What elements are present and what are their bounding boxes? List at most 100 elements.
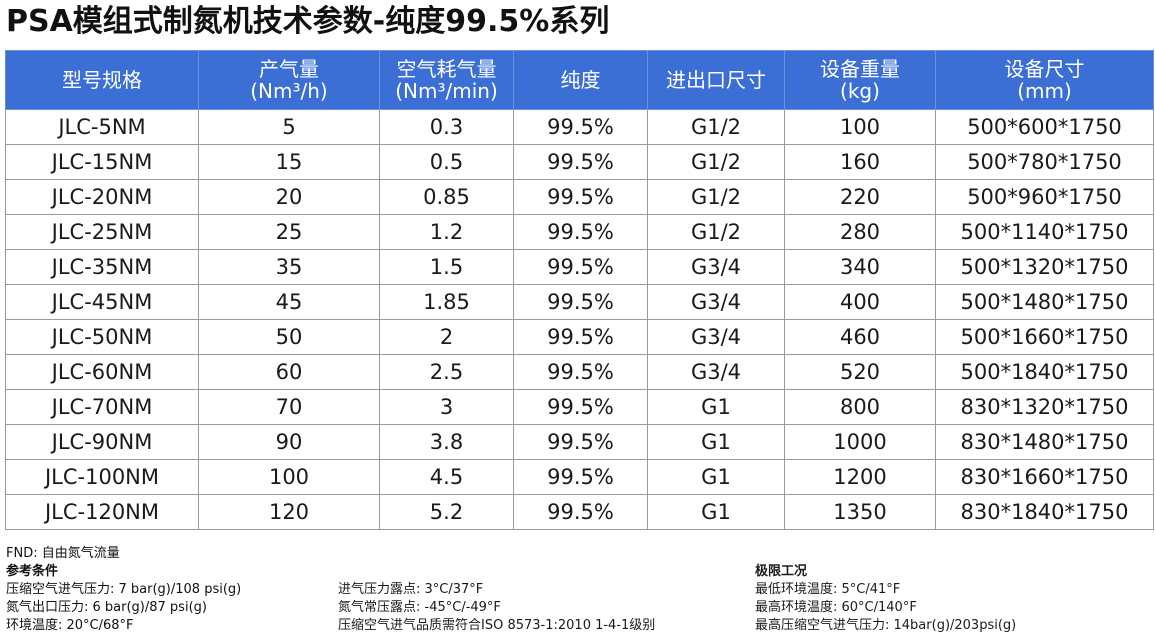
table-cell: 500*1480*1750 [935,284,1154,320]
reference-item: 压缩空气进气压力: 7 bar(g)/108 psi(g) [6,582,242,597]
table-cell: 60 [198,354,380,390]
table-cell: G3/4 [647,354,785,390]
table-row: JLC-70NM 70 3 99.5% G1 800 830*1320*1750 [5,389,1154,425]
table-cell: 99.5% [513,424,648,460]
table-cell: 99.5% [513,319,648,355]
spec-table: 型号规格 产气量 (Nm³/h) 空气耗气量 (Nm³/min) 纯度 进出口尺寸 设备重量(… [5,50,1154,530]
column-header-unit: (Nm³/min) [395,79,498,103]
table-cell: 460 [784,319,936,355]
table-cell: 4.5 [379,459,514,495]
table-cell: 99.5% [513,389,648,425]
table-row: JLC-45NM 45 1.85 99.5% G3/4 400 500*1480*1750 [5,284,1154,320]
column-header-label: 纯度 [560,68,601,92]
limit-item: 最高环境温度: 60°C/140°F [755,600,917,615]
limit-conditions: 极限工况 最低环境温度: 5°C/41°F 最高环境温度: 60°C/140°F… [755,563,1016,635]
table-body: JLC-5NM 5 0.3 99.5% G1/2 100 500*600*1750 JLC-1… [5,109,1154,530]
table-row: JLC-15NM 15 0.5 99.5% G1/2 160 500*780*1750 [5,144,1154,180]
table-cell: 280 [784,214,936,250]
column-header: 空气耗气量 (Nm³/min) [379,50,514,110]
table-cell: 0.3 [379,109,514,145]
column-header-label: 型号规格 [62,68,142,92]
table-cell: 50 [198,319,380,355]
table-cell: 45 [198,284,380,320]
table-header-row: 型号规格 产气量 (Nm³/h) 空气耗气量 (Nm³/min) 纯度 进出口尺寸 设备重量(… [5,50,1154,110]
column-header-label: 产气量 [259,57,319,81]
column-header-label: 设备尺寸 [1004,57,1085,81]
table-cell: 2.5 [379,354,514,390]
reference-item: 氮气出口压力: 6 bar(g)/87 psi(g) [6,600,207,615]
column-header-unit: (Nm³/h) [250,79,328,103]
table-cell: G3/4 [647,249,785,285]
table-cell: G1 [647,389,785,425]
table-cell: 220 [784,179,936,215]
table-cell: 830*1660*1750 [935,459,1154,495]
column-header-unit: (kg) [840,79,880,103]
table-cell: JLC-50NM [5,319,199,355]
fnd-note: FND: 自由氮气流量 [6,546,120,561]
table-cell: 99.5% [513,144,648,180]
table-cell: JLC-90NM [5,424,199,460]
table-cell: 500*780*1750 [935,144,1154,180]
reference-item: 氮气常压露点: -45°C/-49°F [338,600,501,615]
column-header-unit: (mm) [1017,79,1072,103]
table-cell: 90 [198,424,380,460]
table-cell: 1000 [784,424,936,460]
table-cell: 99.5% [513,354,648,390]
table-row: JLC-20NM 20 0.85 99.5% G1/2 220 500*960*1750 [5,179,1154,215]
table-cell: 99.5% [513,109,648,145]
column-header: 纯度 [513,50,648,110]
table-cell: 500*600*1750 [935,109,1154,145]
table-cell: 1.85 [379,284,514,320]
table-cell: JLC-120NM [5,494,199,530]
table-cell: JLC-60NM [5,354,199,390]
table-cell: 0.5 [379,144,514,180]
table-cell: 3.8 [379,424,514,460]
table-cell: JLC-20NM [5,179,199,215]
table-cell: JLC-25NM [5,214,199,250]
table-cell: 1.5 [379,249,514,285]
table-cell: 15 [198,144,380,180]
table-cell: 99.5% [513,179,648,215]
limit-item: 最低环境温度: 5°C/41°F [755,582,901,597]
table-row: JLC-35NM 35 1.5 99.5% G3/4 340 500*1320*1750 [5,249,1154,285]
table-cell: 100 [198,459,380,495]
table-cell: 120 [198,494,380,530]
table-cell: 1350 [784,494,936,530]
table-cell: 100 [784,109,936,145]
table-cell: 520 [784,354,936,390]
table-cell: 5 [198,109,380,145]
table-cell: 160 [784,144,936,180]
limit-item: 最高压缩空气进气压力: 14bar(g)/203psi(g) [755,618,1017,633]
limit-conditions-title: 极限工况 [755,564,808,579]
table-cell: 99.5% [513,249,648,285]
table-cell: 1.2 [379,214,514,250]
table-cell: 800 [784,389,936,425]
column-header-label: 进出口尺寸 [666,68,766,92]
table-cell: 1200 [784,459,936,495]
table-cell: 20 [198,179,380,215]
table-row: JLC-90NM 90 3.8 99.5% G1 1000 830*1480*1750 [5,424,1154,460]
notes-section: FND: 自由氮气流量 参考条件 压缩空气进气压力: 7 bar(g)/108 … [6,545,241,635]
column-header: 设备尺寸 (mm) [935,50,1154,110]
table-cell: 500*1140*1750 [935,214,1154,250]
table-cell: JLC-70NM [5,389,199,425]
table-cell: JLC-35NM [5,249,199,285]
table-cell: 0.85 [379,179,514,215]
table-cell: 500*960*1750 [935,179,1154,215]
table-cell: 99.5% [513,459,648,495]
reference-item: 环境温度: 20°C/68°F [6,618,134,633]
table-cell: JLC-100NM [5,459,199,495]
table-row: JLC-100NM 100 4.5 99.5% G1 1200 830*1660*1750 [5,459,1154,495]
table-cell: JLC-15NM [5,144,199,180]
reference-conditions-title: 参考条件 [6,564,59,579]
table-cell: JLC-45NM [5,284,199,320]
reference-item: 压缩空气进气品质需符合ISO 8573-1:2010 1-4-1级别 [338,618,656,633]
table-cell: 2 [379,319,514,355]
table-cell: G3/4 [647,319,785,355]
table-cell: G1/2 [647,214,785,250]
table-cell: 500*1320*1750 [935,249,1154,285]
table-cell: 500*1840*1750 [935,354,1154,390]
table-cell: 35 [198,249,380,285]
table-cell: 830*1480*1750 [935,424,1154,460]
page-title: PSA模组式制氮机技术参数-纯度99.5%系列 [6,4,610,39]
